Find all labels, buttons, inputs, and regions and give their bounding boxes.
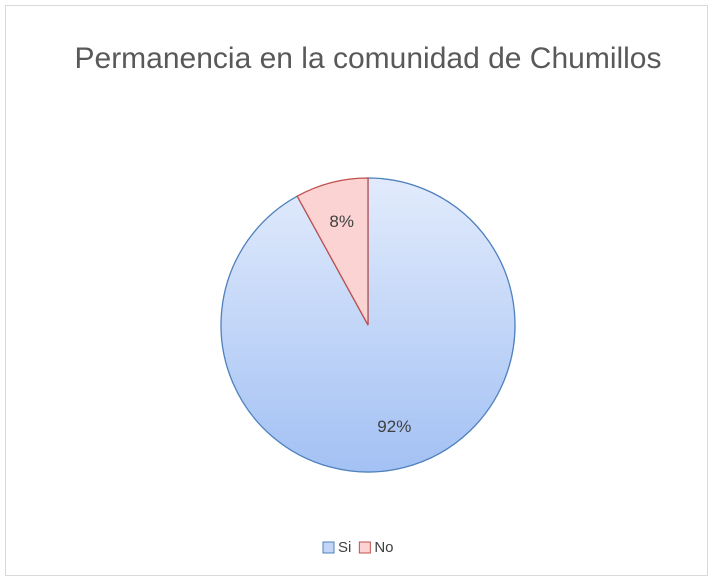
legend-label: No [374, 539, 393, 556]
legend-swatch [358, 541, 371, 554]
pie-slice [296, 177, 369, 326]
data-label: 8% [329, 212, 354, 231]
legend-swatch [322, 541, 335, 554]
data-label: 92% [377, 417, 411, 436]
chart-title: Permanencia en la comunidad de Chumillos [74, 42, 662, 75]
legend-label: Si [338, 539, 351, 556]
